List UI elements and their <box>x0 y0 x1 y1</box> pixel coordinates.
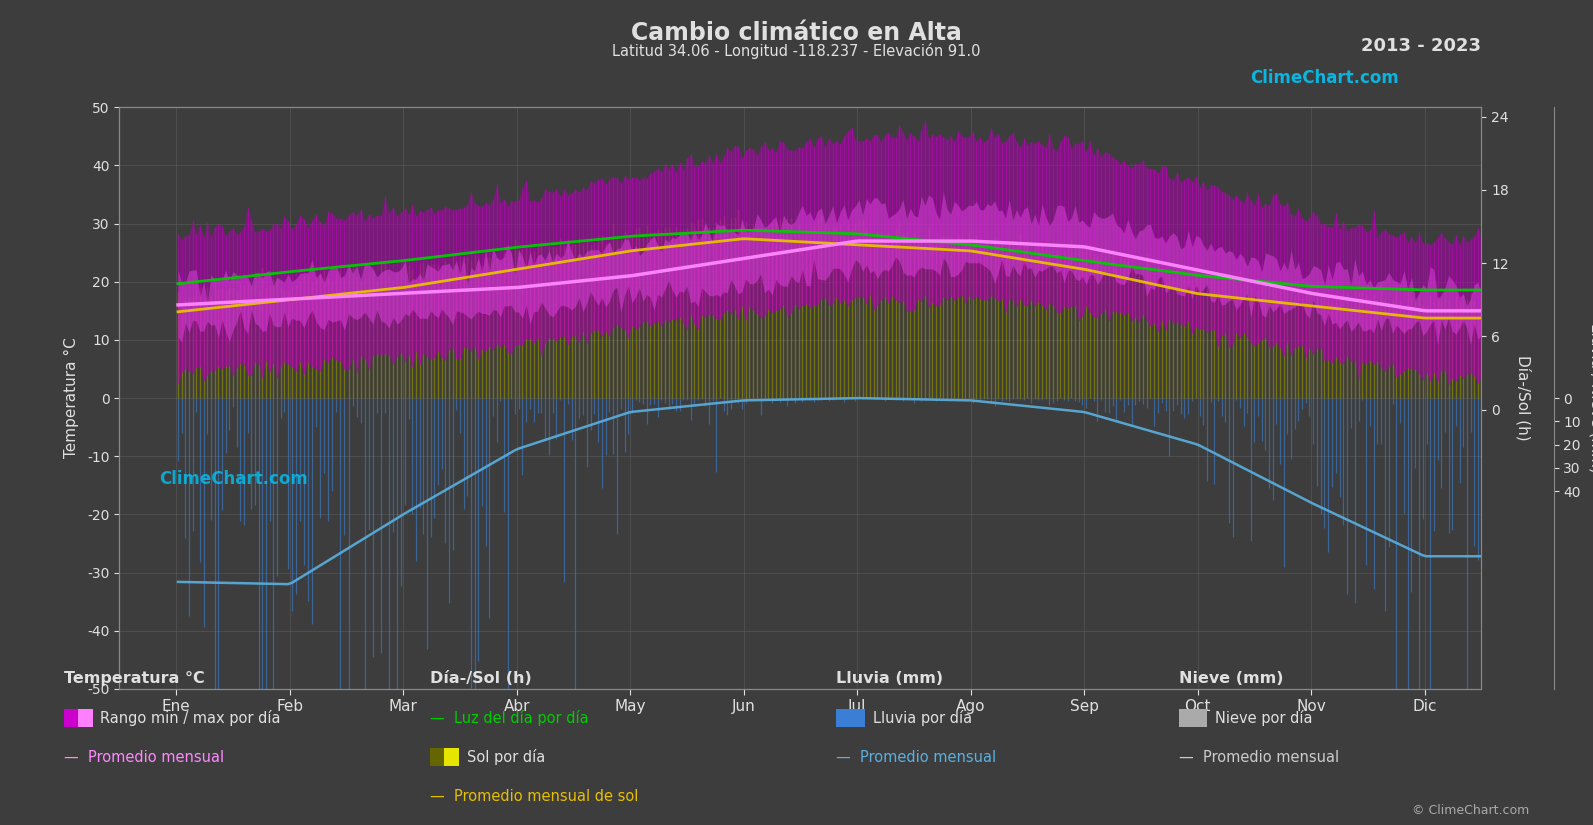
Text: Nieve (mm): Nieve (mm) <box>1179 671 1284 686</box>
Text: 2013 - 2023: 2013 - 2023 <box>1362 37 1481 55</box>
Text: —  Promedio mensual: — Promedio mensual <box>64 750 225 765</box>
Y-axis label: Día-/Sol (h): Día-/Sol (h) <box>1515 356 1531 441</box>
Text: Lluvia (mm): Lluvia (mm) <box>836 671 943 686</box>
Text: —  Luz del día por día: — Luz del día por día <box>430 710 589 726</box>
Text: © ClimeChart.com: © ClimeChart.com <box>1411 804 1529 817</box>
Text: —  Promedio mensual: — Promedio mensual <box>1179 750 1340 765</box>
Text: Nieve por día: Nieve por día <box>1215 710 1313 726</box>
Text: Latitud 34.06 - Longitud -118.237 - Elevación 91.0: Latitud 34.06 - Longitud -118.237 - Elev… <box>612 43 981 59</box>
Text: ClimeChart.com: ClimeChart.com <box>159 469 307 488</box>
Text: Lluvia por día: Lluvia por día <box>873 710 972 726</box>
Text: —  Promedio mensual de sol: — Promedio mensual de sol <box>430 790 639 804</box>
Text: Temperatura °C: Temperatura °C <box>64 671 204 686</box>
Y-axis label: Lluvia / Nieve (mm): Lluvia / Nieve (mm) <box>1588 323 1593 473</box>
Text: Día-/Sol (h): Día-/Sol (h) <box>430 671 532 686</box>
Text: —  Promedio mensual: — Promedio mensual <box>836 750 997 765</box>
Text: Cambio climático en Alta: Cambio climático en Alta <box>631 21 962 45</box>
Text: ClimeChart.com: ClimeChart.com <box>1251 69 1399 87</box>
Text: Rango min / max por día: Rango min / max por día <box>100 710 280 726</box>
Text: Sol por día: Sol por día <box>467 749 545 766</box>
Y-axis label: Temperatura °C: Temperatura °C <box>64 337 80 459</box>
